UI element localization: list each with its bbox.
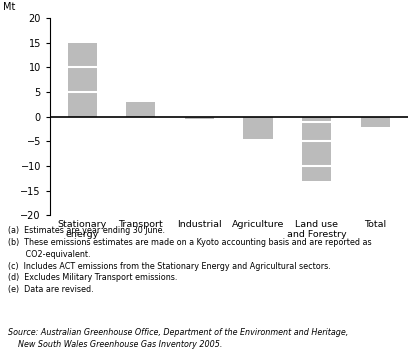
Text: Mt: Mt [3,2,16,12]
Bar [67,43,97,67]
Bar [302,122,332,141]
Bar [126,102,156,117]
Bar [361,117,390,127]
Bar [185,117,214,119]
Bar [302,141,332,166]
Text: Source: Australian Greenhouse Office, Department of the Environment and Heritage: Source: Australian Greenhouse Office, De… [8,328,349,349]
Bar [302,117,332,122]
Bar [67,92,97,117]
Text: (a)  Estimates are year ending 30 June.
(b)  These emissions estimates are made : (a) Estimates are year ending 30 June. (… [8,226,372,294]
Bar [67,67,97,92]
Bar [243,117,273,139]
Bar [302,166,332,181]
